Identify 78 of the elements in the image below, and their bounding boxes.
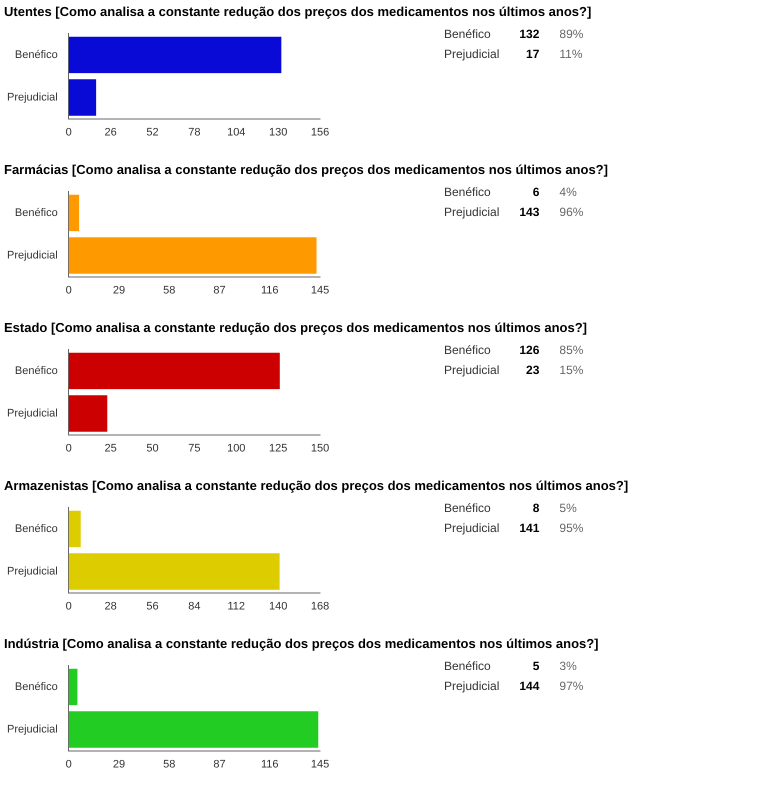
- y-tick-label: Benéfico: [14, 48, 58, 61]
- x-tick-label: 26: [104, 126, 117, 138]
- x-tick-label: 0: [66, 600, 72, 612]
- x-tick-label: 58: [163, 284, 176, 296]
- x-tick-label: 0: [66, 284, 72, 296]
- x-tick-label: 29: [112, 284, 126, 296]
- category-label: Benéfico: [444, 343, 491, 357]
- text: 97%: [558, 678, 584, 695]
- x-tick-label: 87: [213, 284, 226, 296]
- x-tick-label: 100: [227, 442, 246, 454]
- x-tick-label: 52: [146, 126, 159, 138]
- x-tick-label: 145: [310, 284, 330, 296]
- x-tick-label: 104: [227, 126, 246, 138]
- x-tick-label: 125: [268, 442, 288, 454]
- x-tick-label: 130: [268, 126, 288, 138]
- category-label: Prejudicial: [444, 205, 500, 219]
- x-tick-label: 28: [104, 600, 117, 612]
- x-tick-label: 145: [310, 758, 330, 770]
- x-tick-label: 87: [213, 758, 226, 770]
- x-tick-label: 116: [260, 758, 279, 770]
- x-tick-label: 116: [260, 284, 279, 296]
- category-label: Prejudicial: [444, 521, 500, 535]
- text: 89%: [558, 26, 584, 43]
- text: 4%: [558, 184, 578, 201]
- x-tick-label: 140: [268, 600, 288, 612]
- text: 144: [518, 678, 540, 695]
- x-tick-label: 50: [146, 442, 159, 454]
- text: 141: [518, 520, 540, 537]
- text: 8: [532, 500, 540, 517]
- x-tick-label: 0: [66, 758, 72, 770]
- y-tick-label: Benéfico: [14, 206, 58, 219]
- x-tick-label: 0: [66, 442, 72, 454]
- x-tick-label: 56: [146, 600, 159, 612]
- x-tick-label: 75: [188, 442, 200, 454]
- x-tick-label: 150: [310, 442, 330, 454]
- category-label: Prejudicial: [444, 679, 500, 693]
- text: 3%: [558, 658, 578, 675]
- x-tick-label: 84: [188, 600, 200, 612]
- category-label: Prejudicial: [444, 363, 500, 377]
- text: 132: [518, 26, 540, 43]
- x-tick-label: 78: [188, 126, 200, 138]
- chart-title: Estado [Como analisa a constante redução dos preços dos medicamentos nos últimos anos?]: [4, 320, 588, 337]
- chart-title: Utentes [Como analisa a constante redução dos preços dos medicamentos nos últimos anos?]: [4, 4, 592, 21]
- chart-title: Armazenistas [Como analisa a constante redução dos preços dos medicamentos nos últimos anos?]: [4, 478, 630, 495]
- y-tick-label: Prejudicial: [6, 566, 58, 578]
- chart-title: Farmácias [Como analisa a constante redução dos preços dos medicamentos nos últimos anos?]: [4, 162, 609, 179]
- text: 6: [532, 184, 540, 201]
- text: 17: [525, 46, 540, 63]
- y-tick-label: Benéfico: [14, 522, 58, 535]
- y-tick-label: Benéfico: [14, 680, 58, 693]
- y-tick-label: Prejudicial: [6, 250, 58, 262]
- x-tick-label: 25: [104, 442, 117, 454]
- text: 96%: [558, 204, 584, 221]
- y-tick-label: Prejudicial: [6, 408, 58, 420]
- x-tick-label: 0: [66, 126, 72, 138]
- text: 15%: [558, 362, 584, 379]
- text: 11%: [558, 46, 584, 63]
- x-tick-label: 58: [163, 758, 176, 770]
- text: 126: [518, 342, 540, 359]
- category-label: Benéfico: [444, 659, 491, 673]
- text: 85%: [558, 342, 584, 359]
- x-tick-label: 112: [227, 600, 246, 612]
- text: 5: [532, 658, 540, 675]
- y-tick-label: Benéfico: [14, 364, 58, 377]
- text: 95%: [558, 520, 584, 537]
- text: 143: [518, 204, 540, 221]
- y-tick-label: Prejudicial: [6, 724, 58, 736]
- x-tick-label: 29: [112, 758, 126, 770]
- chart-title: Indústria [Como analisa a constante redução dos preços dos medicamentos nos últimos anos?]: [4, 636, 600, 653]
- y-tick-label: Prejudicial: [6, 92, 58, 104]
- category-label: Benéfico: [444, 501, 491, 515]
- category-label: Benéfico: [444, 27, 491, 41]
- x-tick-label: 156: [310, 126, 330, 138]
- x-tick-label: 168: [310, 600, 330, 612]
- text: 5%: [558, 500, 578, 517]
- text: 23: [525, 362, 540, 379]
- category-label: Prejudicial: [444, 47, 500, 61]
- category-label: Benéfico: [444, 185, 491, 199]
